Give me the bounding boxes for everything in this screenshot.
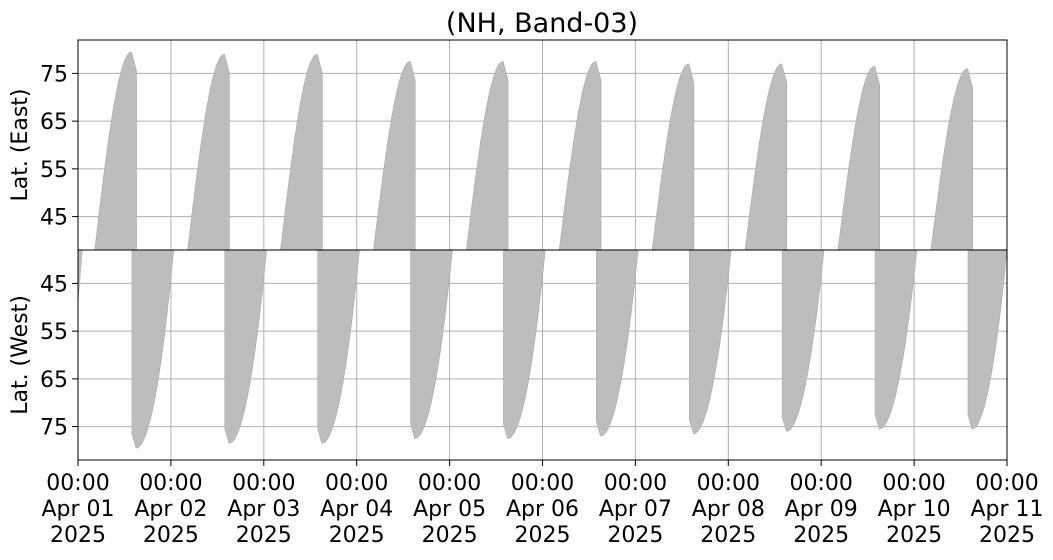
x-axis: 00:00 Apr 01 2025 00:00 Apr 02 2025 00:00 Apr 0… [41, 460, 1044, 548]
coverage-east-9 [837, 65, 880, 250]
y-tick-label: 65 [40, 110, 68, 135]
coverage-west-5 [503, 250, 546, 439]
coverage-west-3 [317, 250, 360, 444]
coverage-west-10 [967, 250, 1007, 430]
x-tick-label: 00:00 Apr 05 2025 [413, 471, 486, 548]
y-tick-label: 65 [40, 368, 68, 393]
y-tick-label: 45 [40, 272, 68, 297]
x-tick-label: 00:00 Apr 06 2025 [506, 471, 579, 548]
y-tick-label: 75 [40, 62, 68, 87]
coverage-east-1 [94, 51, 137, 250]
x-tick-label: 00:00 Apr 11 2025 [970, 471, 1043, 548]
coverage-west-1 [131, 250, 175, 449]
coverage-west-9 [874, 250, 918, 430]
x-tick-label: 00:00 Apr 10 2025 [878, 471, 951, 548]
coverage-east-7 [651, 63, 695, 250]
coverage-east-10 [930, 68, 973, 250]
x-tick-label: 00:00 Apr 03 2025 [227, 471, 300, 548]
x-tick-label: 00:00 Apr 09 2025 [785, 471, 858, 548]
coverage-west-6 [596, 250, 639, 437]
panel-east: 45 55 65 75 Lat. (East) [8, 39, 1008, 251]
coverage-west-2 [224, 250, 267, 444]
coverage-east-5 [465, 61, 509, 250]
y-tick-label: 55 [40, 320, 68, 345]
y-axis-label-west: Lat. (West) [8, 295, 33, 415]
coverage-east-8 [744, 63, 788, 250]
x-tick-label: 00:00 Apr 02 2025 [134, 471, 207, 548]
panel-west: 45 55 65 75 Lat. (West) [8, 249, 1008, 461]
coverage-west-4 [410, 250, 453, 439]
x-tick-label: 00:00 Apr 08 2025 [692, 471, 765, 548]
y-tick-label: 55 [40, 158, 68, 183]
x-tick-label: 00:00 Apr 04 2025 [320, 471, 393, 548]
x-tick-label: 00:00 Apr 01 2025 [41, 471, 114, 548]
coverage-east-3 [280, 53, 323, 250]
coverage-west-7 [689, 250, 732, 435]
coverage-west-fragment [78, 250, 83, 308]
coverage-east-4 [373, 61, 416, 250]
chart-title: (NH, Band-03) [446, 8, 638, 39]
coverage-east-6 [558, 61, 602, 250]
x-tick-label: 00:00 Apr 07 2025 [599, 471, 672, 548]
coverage-west-8 [781, 250, 825, 432]
y-axis-label-east: Lat. (East) [8, 89, 33, 202]
y-tick-label: 75 [40, 416, 68, 441]
y-tick-label: 45 [40, 206, 68, 231]
coverage-east-2 [187, 53, 230, 250]
